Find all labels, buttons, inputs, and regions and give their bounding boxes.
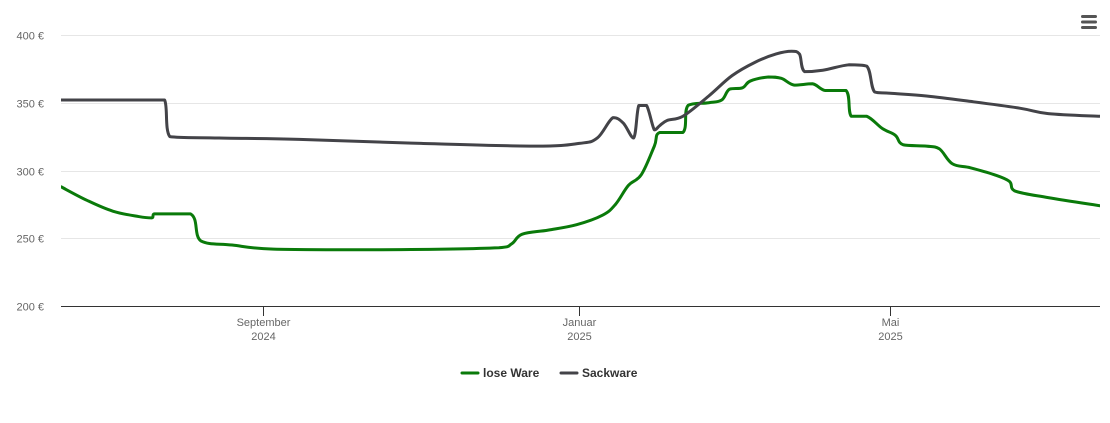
x-tick-label-line: 2024 [251, 331, 275, 343]
x-tick-label-line: Januar [563, 317, 597, 329]
x-tick-label-line: 2025 [878, 331, 902, 343]
series-lines [61, 49, 1100, 252]
y-tick-label: 200 € [16, 302, 44, 314]
x-tick-label-line: Mai [882, 317, 900, 329]
series-line-lose-ware[interactable] [61, 75, 1100, 252]
y-axis: 200 € 250 € 300 € 350 € 400 € [16, 31, 44, 314]
legend-item-lose-ware[interactable]: lose Ware [460, 366, 540, 380]
y-tick-label: 300 € [16, 167, 44, 179]
x-tick-label: September 2024 [237, 317, 291, 343]
x-axis: September 2024 Januar 2025 Mai 2025 [61, 306, 1100, 343]
x-tick-label-line: 2025 [567, 331, 591, 343]
x-tick-label-line: September [237, 317, 291, 329]
hamburger-menu-icon[interactable] [1080, 14, 1098, 30]
series-line-sackware[interactable] [61, 49, 1100, 148]
y-tick-label: 350 € [16, 99, 44, 111]
grid-lines [61, 35, 1100, 239]
legend: lose Ware Sackware [460, 366, 638, 380]
x-tick-label: Mai 2025 [878, 317, 902, 343]
legend-label-lose-ware: lose Ware [483, 366, 540, 380]
legend-label-sackware: Sackware [582, 366, 638, 380]
legend-item-sackware[interactable]: Sackware [559, 366, 638, 380]
x-tick-label: Januar 2025 [563, 317, 597, 343]
y-tick-label: 250 € [16, 234, 44, 246]
y-tick-label: 400 € [16, 31, 44, 43]
